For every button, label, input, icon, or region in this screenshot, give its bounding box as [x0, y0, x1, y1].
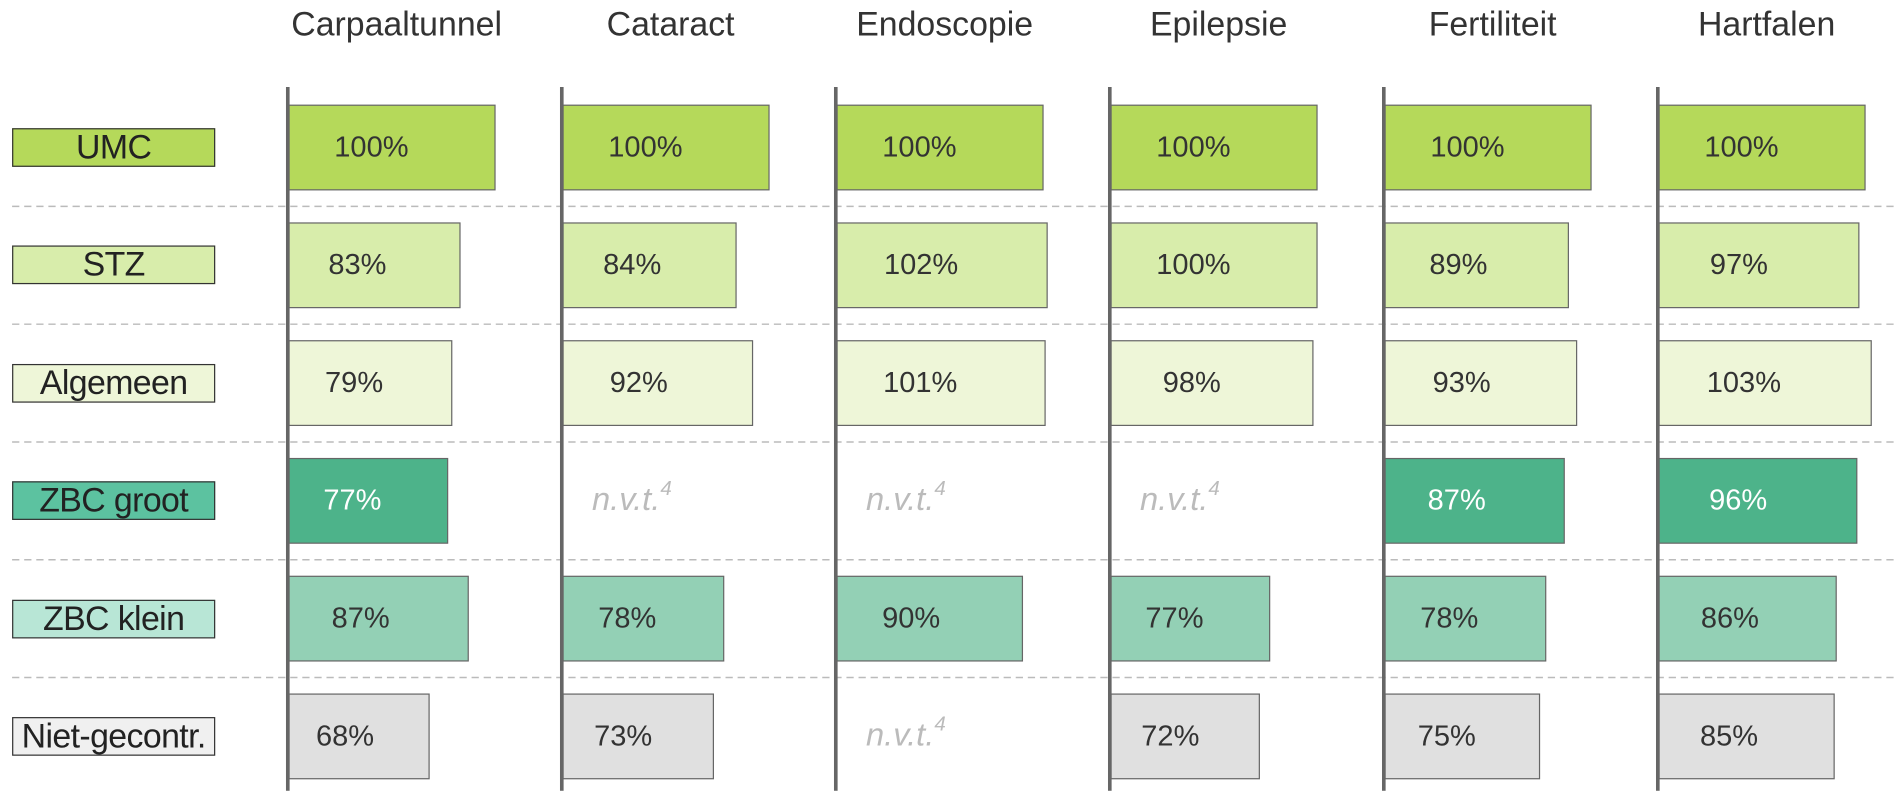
value-label: 98% [1163, 367, 1221, 399]
bar [1110, 575, 1271, 662]
bar [1110, 222, 1318, 309]
bar [562, 693, 715, 780]
category-label: Niet-gecontr. [12, 717, 216, 756]
value-label: 68% [316, 720, 374, 752]
value-label: 77% [1145, 603, 1203, 635]
panel-title: Hartfalen [1698, 6, 1835, 44]
na-footnote: 4 [934, 713, 945, 736]
value-label: 102% [884, 249, 958, 281]
panel-title: Carpaaltunnel [291, 6, 502, 44]
bar [562, 222, 737, 309]
na-text: n.v.t. [866, 715, 934, 752]
value-label: 100% [1156, 131, 1230, 163]
bar [1658, 340, 1872, 427]
bar [288, 693, 430, 780]
bar [288, 340, 453, 427]
panel-title: Cataract [607, 6, 736, 44]
bar [1658, 693, 1835, 780]
bar [1384, 104, 1592, 191]
bar [1658, 104, 1866, 191]
value-label: 90% [882, 603, 940, 635]
value-label: 85% [1700, 720, 1758, 752]
value-label: 87% [332, 603, 390, 635]
na-text: n.v.t. [592, 479, 660, 516]
bar [288, 104, 496, 191]
bar [1384, 693, 1541, 780]
na-footnote: 4 [1208, 477, 1219, 500]
category-label: ZBC groot [12, 481, 216, 521]
value-label: 100% [608, 131, 682, 163]
bar [1384, 340, 1578, 427]
panel-title: Fertiliteit [1429, 6, 1557, 44]
value-label: 92% [610, 367, 668, 399]
value-label: 72% [1141, 720, 1199, 752]
value-label: 100% [1156, 249, 1230, 281]
category-label: Algemeen [12, 363, 216, 403]
bar [1384, 222, 1569, 309]
panel-title: Endoscopie [856, 6, 1033, 44]
na-label: n.v.t.4 [1140, 477, 1220, 516]
bar [1384, 457, 1565, 544]
value-label: 97% [1710, 249, 1768, 281]
na-label: n.v.t.4 [866, 713, 946, 752]
value-label: 84% [603, 249, 661, 281]
value-label: 75% [1418, 720, 1476, 752]
value-label: 79% [325, 367, 383, 399]
value-label: 100% [1430, 131, 1504, 163]
bar [288, 222, 461, 309]
bar [836, 340, 1046, 427]
bar [1110, 104, 1318, 191]
na-text: n.v.t. [1140, 479, 1208, 516]
value-label: 103% [1707, 367, 1781, 399]
bar [288, 575, 469, 662]
bar [562, 104, 770, 191]
value-label: 86% [1701, 603, 1759, 635]
na-footnote: 4 [660, 477, 671, 500]
bar [1110, 693, 1260, 780]
bar [836, 575, 1024, 662]
value-label: 78% [598, 603, 656, 635]
bar [562, 575, 725, 662]
bar [1658, 575, 1837, 662]
na-label: n.v.t.4 [592, 477, 672, 516]
value-label: 101% [883, 367, 957, 399]
value-label: 83% [328, 249, 386, 281]
value-label: 78% [1420, 603, 1478, 635]
value-label: 96% [1709, 485, 1767, 517]
category-label: STZ [12, 245, 216, 285]
bar [1384, 575, 1547, 662]
value-label: 100% [334, 131, 408, 163]
value-label: 77% [323, 485, 381, 517]
na-label: n.v.t.4 [866, 477, 946, 516]
value-label: 100% [1704, 131, 1778, 163]
value-label: 87% [1428, 485, 1486, 517]
bar [1658, 222, 1860, 309]
value-label: 89% [1429, 249, 1487, 281]
value-label: 73% [594, 720, 652, 752]
panel-title: Epilepsie [1150, 6, 1287, 44]
bar [1110, 340, 1314, 427]
na-text: n.v.t. [866, 479, 934, 516]
category-label: ZBC klein [12, 599, 216, 638]
na-footnote: 4 [934, 477, 945, 500]
value-label: 93% [1433, 367, 1491, 399]
category-label: UMC [12, 128, 216, 167]
bar [288, 457, 449, 544]
value-label: 100% [882, 131, 956, 163]
bar [836, 104, 1044, 191]
bar [836, 222, 1048, 309]
